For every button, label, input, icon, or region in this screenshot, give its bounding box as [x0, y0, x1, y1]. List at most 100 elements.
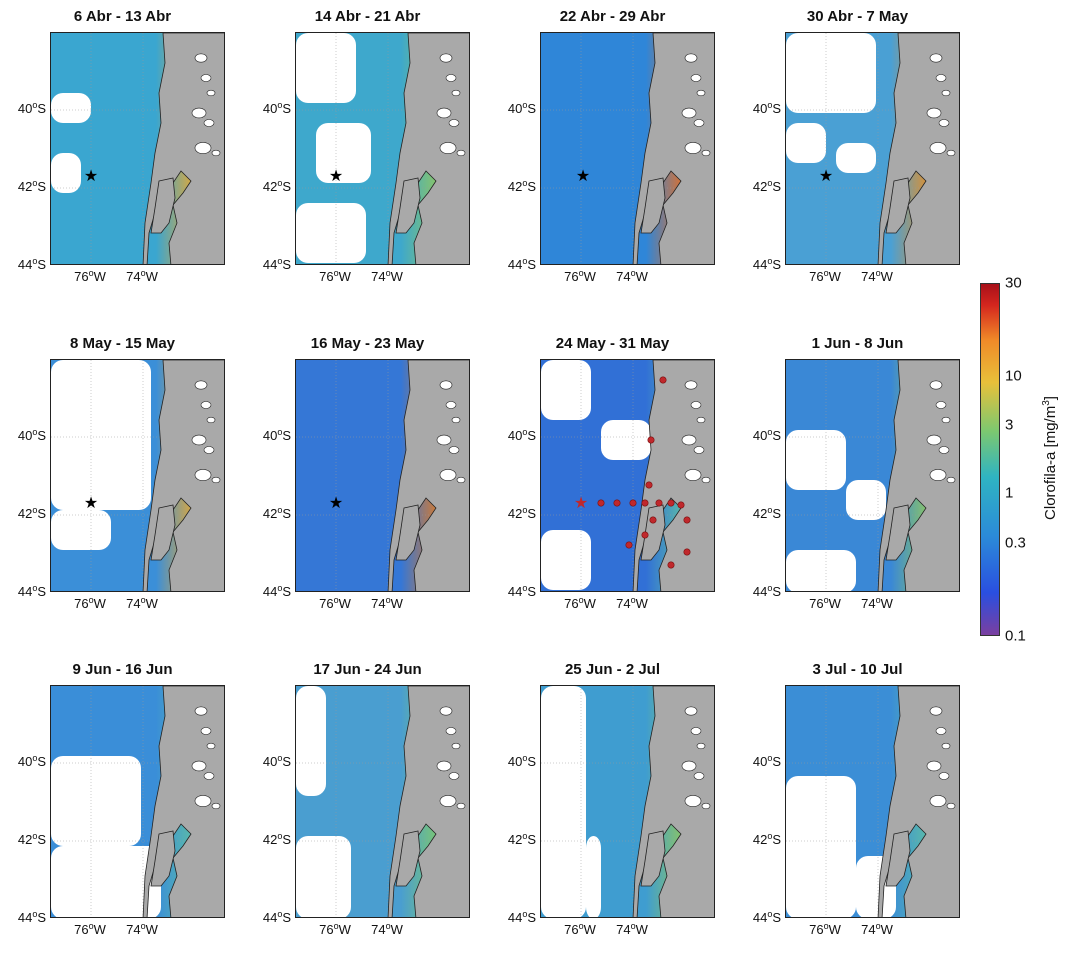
panel-title: 25 Jun - 2 Jul — [564, 661, 661, 678]
longitude-label: 74oW — [861, 268, 893, 284]
lake — [194, 469, 212, 481]
map-panel: 1 Jun - 8 Jun 40oS 42oS 44oS 76oW 74oW — [735, 335, 980, 643]
panel-title: 9 Jun - 16 Jun — [72, 661, 173, 678]
star-marker: ★ — [329, 495, 343, 512]
latitude-label: 40oS — [17, 753, 46, 769]
chiloe-island — [395, 504, 421, 561]
panel-title: 6 Abr - 13 Abr — [73, 8, 172, 25]
lake — [938, 119, 950, 127]
sampling-station — [683, 548, 691, 556]
cloud-mask — [51, 93, 91, 123]
sampling-station — [647, 436, 655, 444]
lake — [445, 401, 457, 409]
latitude-label: 44oS — [262, 909, 291, 925]
lake — [203, 119, 215, 127]
lake — [445, 74, 457, 82]
lake — [439, 142, 457, 154]
lake — [690, 727, 702, 735]
cloud-mask — [296, 686, 326, 796]
chiloe-island — [885, 177, 911, 234]
sampling-station — [659, 376, 667, 384]
lake — [941, 742, 951, 750]
lake — [696, 89, 706, 97]
chlorophyll-map: ★ — [540, 359, 715, 592]
lake — [926, 760, 942, 772]
map-panel: 17 Jun - 24 Jun 40oS 42oS 44oS 76oW 74oW — [245, 661, 490, 969]
longitude-label: 74oW — [616, 921, 648, 937]
lake — [211, 149, 221, 157]
sampling-station — [613, 499, 621, 507]
lake — [935, 74, 947, 82]
lake — [929, 380, 943, 390]
lake — [938, 446, 950, 454]
sampling-station — [683, 516, 691, 524]
latitude-label: 44oS — [752, 256, 781, 272]
sampling-station — [667, 499, 675, 507]
map-panel: 9 Jun - 16 Jun 40oS 42oS 44oS 76oW 74oW — [0, 661, 245, 969]
chlorophyll-map — [785, 359, 960, 592]
latitude-label: 40oS — [752, 427, 781, 443]
lake — [696, 742, 706, 750]
colorbar-tick: 1 — [1005, 484, 1014, 502]
latitude-label: 42oS — [752, 831, 781, 847]
chiloe-island — [885, 504, 911, 561]
map-panel: 3 Jul - 10 Jul 40oS 42oS 44oS 76oW 74oW — [735, 661, 980, 969]
longitude-label: 74oW — [616, 595, 648, 611]
latitude-label: 42oS — [507, 178, 536, 194]
latitude-label: 44oS — [507, 583, 536, 599]
cloud-mask — [786, 550, 856, 591]
latitude-label: 40oS — [507, 100, 536, 116]
lake — [684, 380, 698, 390]
cloud-mask — [541, 686, 586, 917]
lake — [935, 401, 947, 409]
map-panel: 6 Abr - 13 Abr ★ 40oS 42oS 44oS 76oW 74oW — [0, 8, 245, 316]
latitude-label: 40oS — [262, 100, 291, 116]
chlorophyll-map — [50, 685, 225, 918]
latitude-label: 42oS — [507, 831, 536, 847]
cloud-mask — [51, 756, 141, 846]
longitude-label: 74oW — [126, 268, 158, 284]
chlorophyll-map — [785, 685, 960, 918]
latitude-label: 40oS — [507, 753, 536, 769]
latitude-label: 44oS — [507, 909, 536, 925]
lake — [194, 142, 212, 154]
cloud-mask — [601, 420, 651, 460]
chlorophyll-map — [540, 685, 715, 918]
latitude-label: 44oS — [752, 583, 781, 599]
cloud-mask — [51, 846, 161, 917]
star-marker: ★ — [329, 168, 343, 185]
longitude-label: 76oW — [564, 595, 596, 611]
lake — [693, 119, 705, 127]
chlorophyll-map: ★ — [295, 32, 470, 265]
panel-title: 16 May - 23 May — [310, 335, 425, 352]
map-panel: 24 May - 31 May ★ 40oS 42oS 44oS 76oW 74oW — [490, 335, 735, 643]
latitude-label: 42oS — [507, 505, 536, 521]
lake — [684, 53, 698, 63]
lake — [439, 795, 457, 807]
chlorophyll-map: ★ — [295, 359, 470, 592]
cloud-mask — [846, 480, 886, 520]
longitude-label: 74oW — [126, 595, 158, 611]
lake — [946, 476, 956, 484]
map-panel: 8 May - 15 May ★ 40oS 42oS 44oS 76oW 74oW — [0, 335, 245, 643]
sampling-station — [667, 561, 675, 569]
lake — [448, 772, 460, 780]
sampling-station — [597, 499, 605, 507]
lake — [191, 434, 207, 446]
panel-title: 22 Abr - 29 Abr — [559, 8, 666, 25]
lake — [681, 434, 697, 446]
lake — [941, 89, 951, 97]
cloud-mask — [296, 203, 366, 263]
chiloe-island — [395, 830, 421, 887]
lake — [929, 795, 947, 807]
panel-title: 3 Jul - 10 Jul — [812, 661, 903, 678]
panel-title: 8 May - 15 May — [69, 335, 176, 352]
longitude-label: 74oW — [861, 921, 893, 937]
cloud-mask — [316, 123, 371, 183]
star-marker: ★ — [819, 168, 833, 185]
latitude-label: 40oS — [752, 753, 781, 769]
lake — [200, 74, 212, 82]
lake — [926, 107, 942, 119]
latitude-label: 44oS — [262, 583, 291, 599]
longitude-label: 76oW — [74, 921, 106, 937]
